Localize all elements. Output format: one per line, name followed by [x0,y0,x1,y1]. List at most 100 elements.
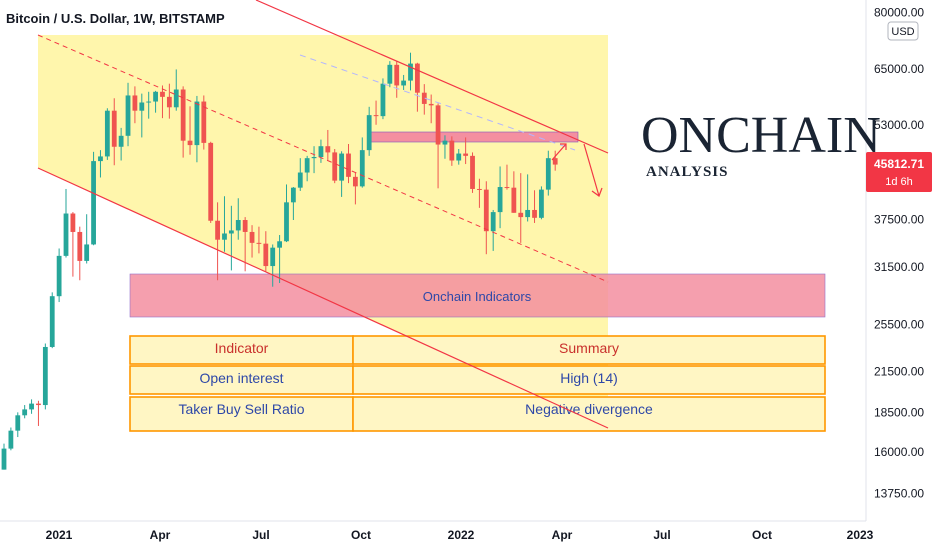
time-tick-label: Jul [653,528,670,542]
candle-body [511,187,517,213]
price-tick-label: 13750.00 [874,486,924,500]
last-price-label[interactable]: 45812.71 1d 6h [866,152,932,192]
candle-body [42,346,48,406]
channel-midline[interactable] [37,34,609,283]
table-header: Indicator [215,340,269,356]
last-price-value: 45812.71 [874,157,924,171]
summary-table[interactable]: Indicator Summary Open interest High (14) Ta… [129,335,826,432]
table-cell [352,365,826,395]
price-tick-label: 25500.00 [874,318,924,332]
projection-arrows[interactable] [551,143,603,197]
price-tick-label: 31500.00 [874,260,924,274]
candle-body [532,209,537,218]
candle-body [270,247,276,267]
table-cell-text: Negative divergence [525,401,653,417]
candle-body [456,153,462,161]
table-cell [352,335,826,365]
candle-body [180,89,186,141]
candle-body [401,80,407,86]
table-cell-text: Open interest [199,370,283,386]
candle-body [146,101,152,103]
channel-lower-line[interactable] [37,167,609,429]
candle-body [332,152,338,181]
candle-body [160,91,165,97]
currency-badge[interactable]: USD [887,21,919,41]
candle-body [318,146,324,158]
candle-body [263,243,269,267]
onchain-zone-label: Onchain Indicators [423,289,532,304]
time-tick-label: Apr [552,528,573,542]
table-cell [129,335,354,365]
candle-body [490,212,496,232]
price-axis-panel[interactable] [866,0,932,525]
candle-body [552,158,558,165]
candle-body [77,231,83,261]
last-price-countdown: 1d 6h [885,176,913,188]
time-tick-label: 2023 [847,528,874,542]
candle-body [153,91,158,102]
candle-body [415,63,420,93]
candle-body [49,296,55,347]
price-tick-label: 21500.00 [874,364,924,378]
currency-badge-frame [887,21,919,41]
candle-body [394,64,400,86]
chart-title[interactable]: Bitcoin / U.S. Dollar, 1W, BITSTAMP [6,11,225,26]
candle-body [215,220,220,240]
candle-body [187,140,193,146]
candle-body [539,189,544,218]
candle-body [208,142,214,221]
candle-body [284,202,289,242]
candle-body [194,101,200,146]
candle-body [311,157,317,159]
candle-body [242,220,248,232]
time-tick-label: Oct [351,528,371,542]
candle-body [222,233,227,240]
candle-body [435,105,441,145]
candle-body [118,135,124,147]
watermark-subtitle: ANALYSIS [646,164,728,180]
table-cell [129,396,354,432]
time-tick-label: Apr [150,528,171,542]
candle-body [366,115,372,151]
candle-body [442,140,448,145]
candle-body [139,102,145,111]
channel-upper-line[interactable] [255,0,609,154]
channel-lines[interactable] [37,0,609,429]
candle-body [477,188,482,190]
resistance-zone[interactable] [368,131,579,143]
candle-body [518,212,524,218]
candle-body [201,101,207,143]
candle-body [256,242,262,244]
time-tick-label: Oct [752,528,772,542]
watermark-title: ONCHAIN [641,107,881,164]
price-tick-label: 53000.00 [874,118,924,132]
projection-arrow-down[interactable] [583,143,600,197]
candle-body [277,241,282,248]
candle-body [56,255,62,297]
trend-guide-line[interactable] [299,54,576,151]
candle-body [470,155,475,189]
time-tick-label: Jul [252,528,269,542]
time-axis-panel[interactable] [0,521,932,550]
table-header: Summary [559,340,619,356]
candle-body [249,231,255,243]
price-tick-label: 37500.00 [874,212,924,226]
candle-body [373,115,379,117]
onchain-zone[interactable] [129,273,826,318]
candle-body [545,158,551,190]
candle-body [70,213,76,232]
candle-body [84,244,90,261]
candle-body [29,403,34,410]
candle-body [15,415,21,431]
candle-body [132,95,138,111]
candle-body [380,83,386,117]
projection-arrow-up[interactable] [551,143,567,161]
table-cell [352,396,826,432]
candle-body [111,110,117,147]
price-tick-label: 18500.00 [874,405,924,419]
candle-body [173,89,179,108]
time-tick-label: 2022 [448,528,475,542]
candle-body [408,63,413,81]
